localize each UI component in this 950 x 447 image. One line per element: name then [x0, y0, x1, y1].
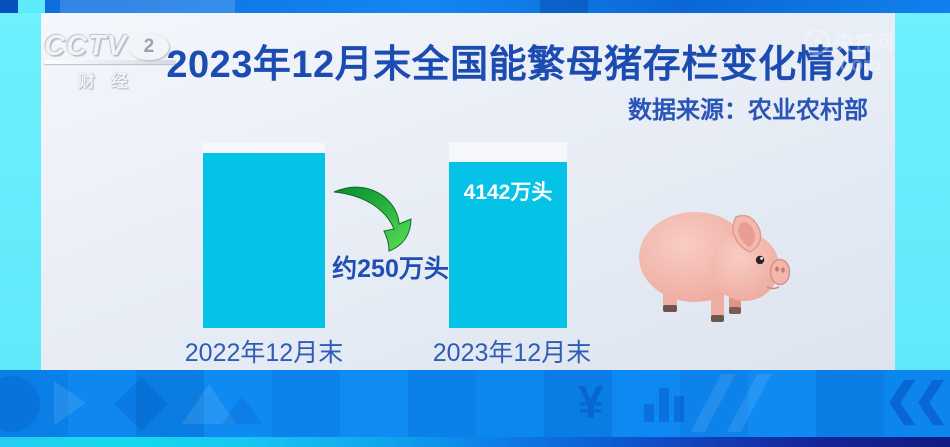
- pig-mouth: [766, 286, 780, 290]
- decrease-arrow-icon: [333, 186, 412, 252]
- bottom-gradient-strip: [0, 437, 950, 447]
- diamond-shape: [114, 377, 168, 431]
- cctv-logo-text: CCTV: [44, 30, 127, 62]
- yen-icon: ¥: [578, 376, 604, 428]
- triangle-shape: [54, 381, 86, 425]
- watermark: 央视网 .com: [804, 27, 944, 77]
- top-strip-cyan-tile: [18, 0, 45, 13]
- logo-swoosh: [44, 60, 176, 64]
- bar-2022-category-label: 2022年12月末: [184, 339, 344, 367]
- pig-eye: [755, 255, 765, 265]
- channel-subtitle: 财经: [78, 72, 144, 91]
- slash-shape: [690, 374, 736, 432]
- watermark-name: 央视网: [834, 33, 894, 55]
- circle-shape: [0, 376, 40, 432]
- slash-shape2: [726, 374, 772, 432]
- data-source-note: 数据来源：农业农村部: [628, 97, 868, 124]
- bar-2022: [203, 153, 325, 328]
- top-strip-light-tile: [60, 0, 235, 13]
- bar-2023-value-label: 4142万头: [463, 181, 553, 204]
- change-annotation: 约250万头: [332, 255, 449, 283]
- mountain-shape-small: [222, 396, 262, 424]
- bottom-decor-band: ¥ ❮❮: [0, 370, 950, 437]
- pig-illustration: [639, 212, 791, 322]
- cctv2-logo: CCTV 2 财经: [44, 30, 179, 92]
- top-strip-dark-tile2: [540, 0, 588, 13]
- channel-number: 2: [143, 35, 155, 57]
- page-title: 2023年12月末全国能繁母猪存栏变化情况: [166, 44, 874, 86]
- bar-2022-ghost-cap: [203, 143, 325, 153]
- bar-2023: 4142万头: [449, 162, 567, 328]
- watermark-suffix: .com: [834, 54, 881, 76]
- watermark-play-icon: [804, 28, 830, 55]
- bar-2023-category-label: 2023年12月末: [432, 339, 592, 367]
- top-strip-dark-tile: [0, 0, 18, 13]
- mountain-shape: [182, 384, 236, 424]
- bar-2023-ghost-cap: [449, 142, 567, 162]
- left-cyan-band: [0, 13, 41, 370]
- right-cyan-band: [895, 13, 950, 370]
- pig-front-left-leg: [711, 289, 724, 321]
- bar-chart-icon: [644, 384, 694, 422]
- chevrons-icon: ❮❮: [884, 375, 950, 424]
- top-decor-strip: [0, 0, 950, 13]
- channel-2-badge: 2: [128, 33, 169, 60]
- pig-snout: [769, 258, 791, 286]
- pig-head: [711, 233, 779, 301]
